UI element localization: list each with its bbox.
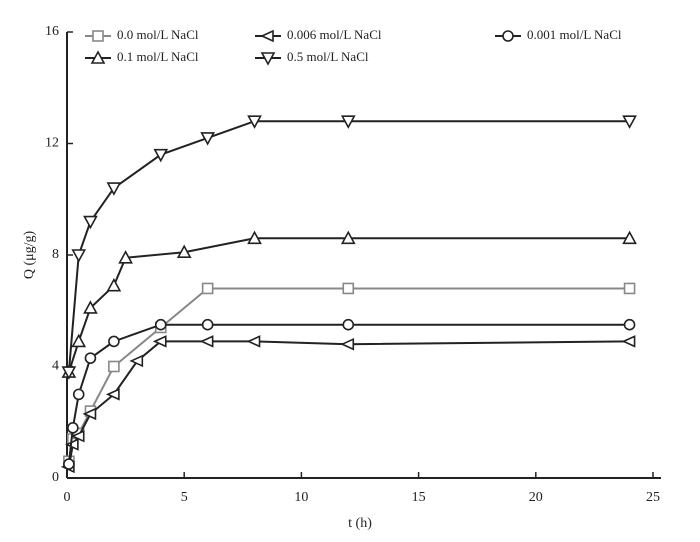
y-tick-label: 4 bbox=[52, 359, 59, 374]
legend-label: 0.5 mol/L NaCl bbox=[287, 49, 369, 64]
data-point bbox=[83, 300, 98, 314]
legend-label: 0.001 mol/L NaCl bbox=[527, 27, 622, 42]
data-point bbox=[340, 230, 356, 245]
data-point bbox=[129, 354, 144, 368]
y-tick-label: 16 bbox=[45, 24, 59, 39]
x-tick-label: 20 bbox=[529, 490, 543, 505]
data-point bbox=[621, 335, 636, 348]
data-point bbox=[84, 352, 97, 364]
data-point bbox=[70, 429, 85, 443]
data-point bbox=[340, 115, 356, 129]
series-line bbox=[67, 340, 630, 468]
data-point bbox=[63, 458, 75, 470]
data-point bbox=[247, 230, 262, 245]
data-point bbox=[105, 388, 120, 401]
legend-marker bbox=[90, 50, 106, 64]
data-point bbox=[71, 249, 87, 263]
x-tick-label: 10 bbox=[294, 490, 308, 505]
data-point bbox=[67, 422, 79, 434]
data-point bbox=[622, 115, 637, 129]
data-point bbox=[154, 318, 167, 331]
data-point bbox=[64, 438, 79, 451]
x-tick-label: 25 bbox=[646, 490, 660, 505]
data-point bbox=[118, 250, 133, 264]
data-point bbox=[83, 215, 98, 230]
data-point bbox=[622, 230, 637, 245]
data-point bbox=[61, 366, 77, 380]
data-point bbox=[201, 318, 214, 331]
y-tick-label: 8 bbox=[52, 247, 59, 262]
series-line bbox=[67, 287, 630, 462]
legend-label: 0.0 mol/L NaCl bbox=[117, 27, 199, 42]
data-point bbox=[340, 337, 355, 351]
data-point bbox=[247, 115, 262, 129]
legend-marker bbox=[260, 52, 276, 66]
legend-marker bbox=[92, 30, 104, 42]
data-point bbox=[342, 282, 355, 295]
y-tick-label: 0 bbox=[52, 470, 59, 485]
x-axis-label: t (h) bbox=[348, 516, 372, 531]
x-tick-label: 5 bbox=[181, 490, 188, 505]
data-point bbox=[106, 182, 122, 196]
legend-label: 0.1 mol/L NaCl bbox=[117, 49, 199, 64]
data-point bbox=[623, 318, 636, 331]
data-point bbox=[176, 244, 192, 259]
data-point bbox=[200, 132, 215, 146]
data-point bbox=[623, 282, 636, 295]
data-point bbox=[199, 335, 214, 348]
data-point bbox=[201, 282, 214, 295]
data-point bbox=[71, 333, 87, 348]
y-tick-label: 12 bbox=[45, 136, 59, 151]
x-tick-label: 0 bbox=[64, 490, 71, 505]
data-point bbox=[108, 335, 120, 348]
data-point bbox=[246, 335, 261, 348]
data-point bbox=[152, 335, 167, 348]
data-point bbox=[72, 388, 85, 401]
data-point bbox=[153, 148, 169, 163]
legend-marker bbox=[260, 29, 274, 43]
legend-label: 0.006 mol/L NaCl bbox=[287, 27, 382, 42]
data-point bbox=[82, 407, 97, 421]
data-point bbox=[108, 360, 120, 373]
data-point bbox=[106, 277, 122, 292]
x-tick-label: 15 bbox=[412, 490, 426, 505]
data-point bbox=[342, 318, 355, 331]
series-line bbox=[67, 237, 630, 373]
legend-marker bbox=[502, 30, 514, 42]
y-axis-label: Q (μg/g) bbox=[22, 231, 37, 280]
